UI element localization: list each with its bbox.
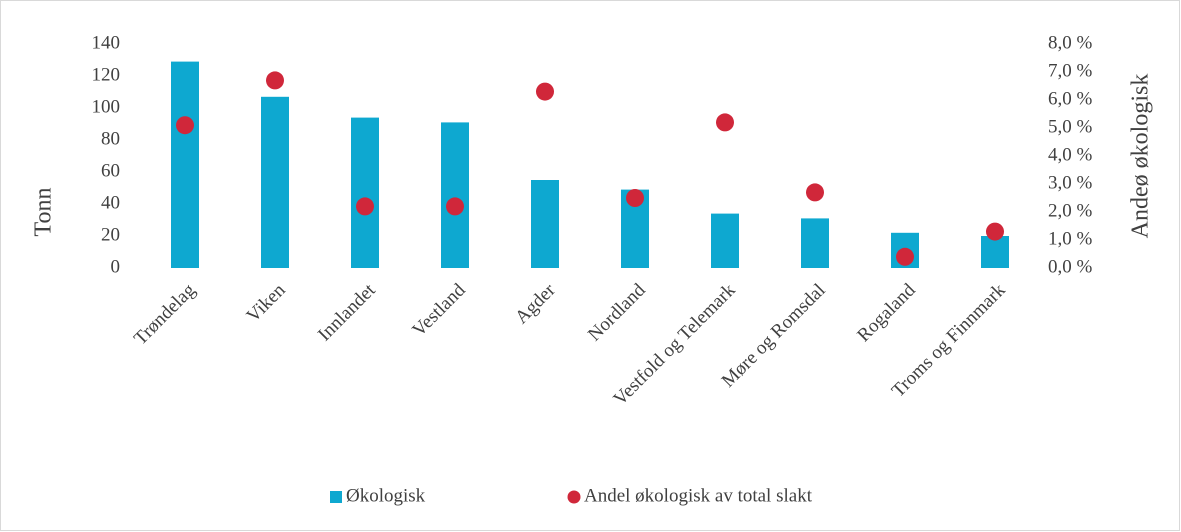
y2-tick-label: 3,0 % [1048,172,1093,193]
y-tick-label: 40 [101,192,120,213]
dot [536,82,554,101]
y2-tick-label: 4,0 % [1048,144,1093,165]
bar [261,96,289,268]
y2-tick-label: 2,0 % [1048,200,1093,221]
y2-tick-label: 6,0 % [1048,88,1093,109]
y-tick-label: 120 [92,64,121,85]
y-tick-label: 140 [92,32,121,53]
legend-label: Økologisk [346,485,426,506]
dot [356,197,374,216]
y-tick-label: 0 [111,256,121,277]
y-axis-label: Tonn [31,188,57,237]
dot [716,113,734,132]
bar [711,213,739,268]
y2-tick-label: 8,0 % [1048,32,1093,53]
y2-tick-label: 5,0 % [1048,116,1093,137]
y-tick-label: 20 [101,224,120,245]
dot [896,247,914,266]
dot [266,71,284,90]
dot [176,116,194,135]
bar [801,218,829,268]
y-tick-label: 80 [101,128,120,149]
y2-tick-label: 0,0 % [1048,256,1093,277]
legend-label: Andel økologisk av total slakt [584,485,813,506]
bar [531,180,559,268]
bar [171,61,199,268]
dot [446,197,464,216]
dot [806,183,824,202]
dot [986,222,1004,241]
y2-tick-label: 1,0 % [1048,228,1093,249]
y2-axis-label: Andeø økologisk [1128,74,1154,239]
y-tick-label: 100 [92,96,121,117]
legend-swatch [330,491,342,503]
bar [441,122,469,269]
bar [981,236,1009,268]
y2-tick-label: 7,0 % [1048,60,1093,81]
bar [351,117,379,268]
y-tick-label: 60 [101,160,120,181]
dot [626,189,644,207]
legend-swatch [567,490,581,504]
